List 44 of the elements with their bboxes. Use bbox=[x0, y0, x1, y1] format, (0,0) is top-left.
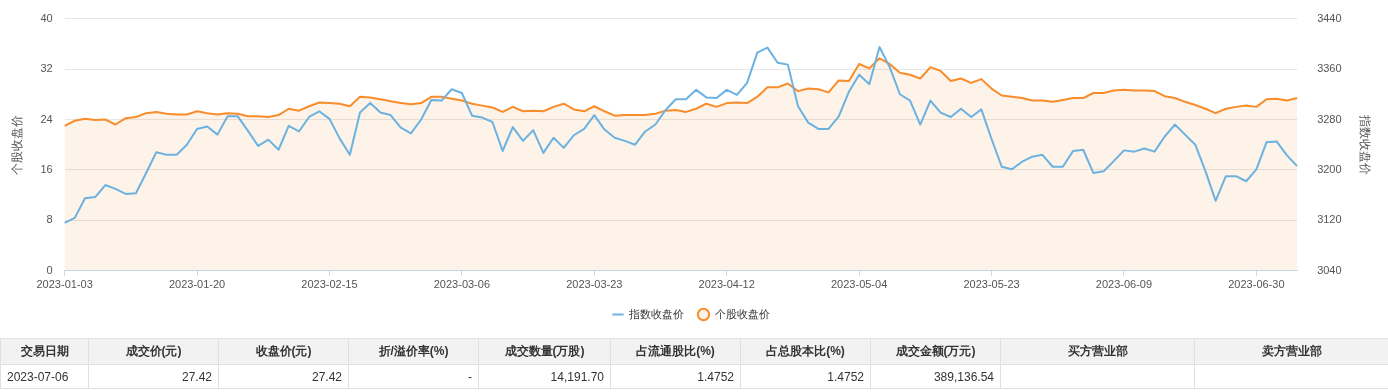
x-tick-label: 2023-01-20 bbox=[168, 278, 226, 291]
category-label: 成交金额(万元) bbox=[870, 338, 1001, 365]
x-tick-label: 2023-06-30 bbox=[1228, 278, 1285, 291]
y-tick-label: 32 bbox=[40, 62, 53, 75]
category-label: 成交数量(万股) bbox=[478, 338, 611, 365]
x-tick-label: 2023-01-03 bbox=[36, 278, 93, 291]
y-axis-title: 个股收盘价 bbox=[9, 114, 24, 175]
y2-axis-title: 指数收盘价 bbox=[1358, 113, 1373, 175]
text: 27.42 bbox=[311, 369, 342, 384]
x-tick-label: 2023-03-06 bbox=[433, 278, 491, 291]
category-label: 占总股本比(%) bbox=[740, 338, 871, 365]
category-label: 成交价(元) bbox=[88, 338, 219, 365]
y-tick-label: 0 bbox=[46, 263, 53, 276]
legend-label: 个股收盘价 bbox=[714, 307, 770, 320]
text: 14,191.70 bbox=[550, 369, 604, 384]
category-label: 占流通股比(%) bbox=[610, 338, 741, 365]
category-label: 收盘价(元) bbox=[218, 338, 349, 365]
category-label: 折/溢价率(%) bbox=[348, 338, 479, 365]
y2-tick-label: 3040 bbox=[1317, 263, 1342, 276]
x-tick-label: 2023-04-12 bbox=[698, 278, 755, 291]
category-label: 卖方营业部 bbox=[1194, 338, 1388, 365]
text: 1.4752 bbox=[827, 369, 864, 384]
x-tick-label: 2023-03-23 bbox=[566, 278, 623, 291]
y2-tick-label: 3120 bbox=[1317, 213, 1342, 226]
y-tick-label: 16 bbox=[40, 162, 53, 175]
category-label: 买方营业部 bbox=[1000, 338, 1195, 365]
y-tick-label: 24 bbox=[40, 112, 53, 125]
y-tick-label: 40 bbox=[40, 11, 53, 24]
text: 2023-07-06 bbox=[7, 369, 69, 384]
y2-tick-label: 3360 bbox=[1317, 62, 1342, 75]
x-tick-label: 2023-06-09 bbox=[1095, 278, 1153, 291]
x-tick-label: 2023-02-15 bbox=[301, 278, 358, 291]
legend-label: 指数收盘价 bbox=[628, 307, 684, 320]
text: 389,136.54 bbox=[933, 369, 994, 384]
text: - bbox=[468, 369, 472, 384]
x-tick-label: 2023-05-23 bbox=[963, 278, 1020, 291]
category-label: 交易日期 bbox=[0, 338, 89, 365]
y2-tick-label: 3440 bbox=[1317, 11, 1342, 24]
text: 1.4752 bbox=[697, 369, 734, 384]
x-tick-label: 2023-05-04 bbox=[830, 278, 888, 291]
y-tick-label: 8 bbox=[46, 213, 53, 226]
y2-tick-label: 3200 bbox=[1317, 162, 1342, 175]
y2-tick-label: 3280 bbox=[1317, 112, 1342, 125]
text: 27.42 bbox=[181, 369, 212, 384]
